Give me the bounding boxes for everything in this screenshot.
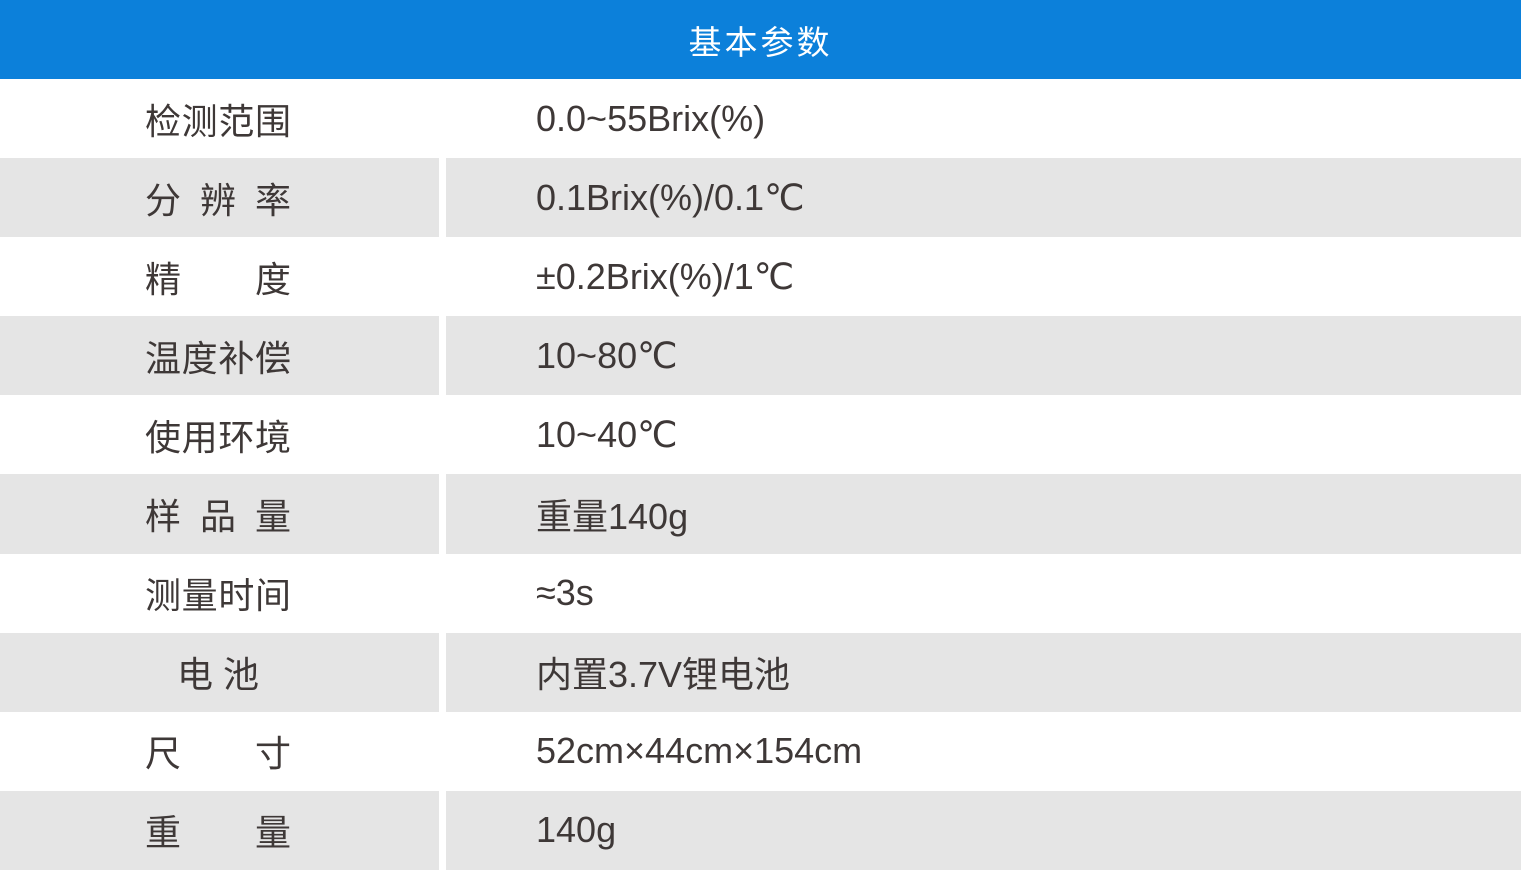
spec-value: 140g	[536, 809, 617, 851]
table-row: 测量时间 ≈3s	[0, 553, 1521, 633]
spec-label: 电 池	[176, 654, 259, 696]
spec-label-cell: 检测范围	[0, 79, 439, 158]
spec-label: 分辨率	[145, 179, 291, 221]
spec-value: 10~40℃	[536, 413, 678, 455]
table-row: 温度补偿 10~80℃	[0, 316, 1521, 396]
table-row: 重量 140g	[0, 790, 1521, 870]
column-divider	[439, 316, 446, 396]
column-divider	[439, 158, 446, 238]
column-divider	[439, 237, 446, 317]
column-divider	[439, 79, 446, 159]
spec-label-cell: 测量时间	[0, 554, 439, 633]
table-row: 尺寸 52cm×44cm×154cm	[0, 711, 1521, 791]
table-row: 分辨率 0.1Brix(%)/0.1℃	[0, 158, 1521, 238]
spec-value: 10~80℃	[536, 334, 678, 376]
spec-label: 温度补偿	[145, 337, 291, 379]
spec-label: 尺寸	[145, 733, 291, 775]
column-divider	[439, 474, 446, 554]
spec-label: 使用环境	[145, 416, 291, 458]
spec-label: 精度	[145, 258, 291, 300]
column-divider	[439, 553, 446, 633]
spec-label: 测量时间	[145, 575, 291, 617]
spec-label-cell: 分辨率	[0, 158, 439, 237]
column-divider	[439, 790, 446, 870]
spec-value: 0.1Brix(%)/0.1℃	[536, 176, 805, 218]
spec-label-cell: 使用环境	[0, 395, 439, 474]
spec-value: 52cm×44cm×154cm	[536, 730, 863, 772]
spec-label: 检测范围	[145, 100, 291, 142]
spec-value: 内置3.7V锂电池	[536, 654, 791, 696]
spec-label: 重量	[145, 812, 291, 854]
column-divider	[439, 632, 446, 712]
column-divider	[439, 395, 446, 475]
spec-label-cell: 精度	[0, 237, 439, 316]
spec-value: ≈3s	[536, 572, 594, 614]
spec-value: 0.0~55Brix(%)	[536, 97, 766, 139]
table-header: 基本参数	[0, 0, 1521, 79]
table-title: 基本参数	[688, 23, 833, 61]
spec-value: 重量140g	[536, 496, 689, 538]
spec-label: 样品量	[145, 496, 291, 538]
column-divider	[439, 711, 446, 791]
table-row: 精度 ±0.2Brix(%)/1℃	[0, 237, 1521, 317]
spec-label-cell: 温度补偿	[0, 316, 439, 395]
spec-label-cell: 重量	[0, 791, 439, 870]
table-row: 电 池 内置3.7V锂电池	[0, 632, 1521, 712]
table-row: 使用环境 10~40℃	[0, 395, 1521, 475]
table-row: 样品量 重量140g	[0, 474, 1521, 554]
spec-label-cell: 电 池	[0, 633, 439, 712]
spec-label-cell: 尺寸	[0, 712, 439, 791]
table-row: 检测范围 0.0~55Brix(%)	[0, 79, 1521, 159]
spec-value: ±0.2Brix(%)/1℃	[536, 255, 795, 297]
spec-label-cell: 样品量	[0, 474, 439, 553]
